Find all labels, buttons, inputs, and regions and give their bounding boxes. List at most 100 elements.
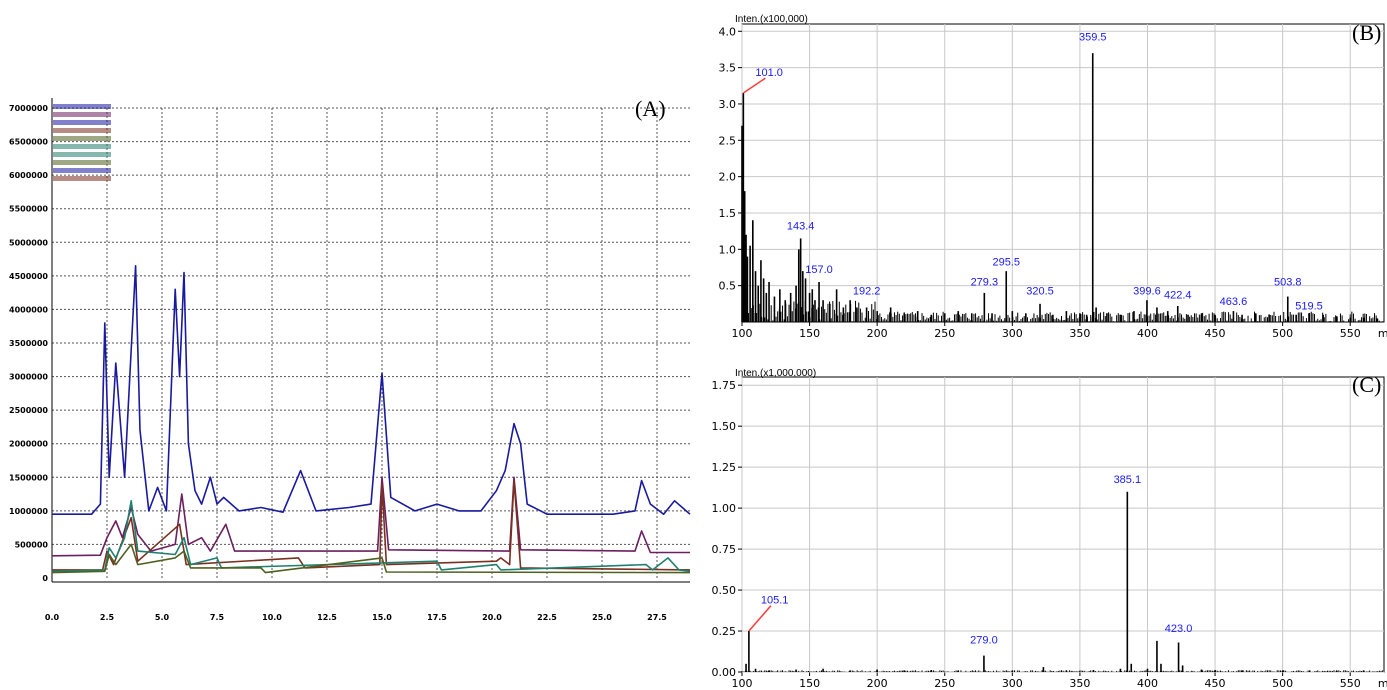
chromatogram-grid xyxy=(51,98,690,583)
x-tick-label: 250 xyxy=(934,327,955,340)
peak-label: 423.0 xyxy=(1165,623,1193,635)
peak-label: 143.4 xyxy=(787,220,815,232)
spectrum-c-peak-labels: 105.1 279.0 385.1 423.0 xyxy=(748,474,1193,646)
y-tick-label: 1000000 xyxy=(9,507,48,516)
x-tick-label: 10.0 xyxy=(262,613,282,622)
peak-label: 320.5 xyxy=(1026,286,1054,298)
x-tick-label: 25.0 xyxy=(592,613,612,622)
y-tick-label: 2.0 xyxy=(719,171,737,184)
spectrum-b-ylabel: Inten.(x100,000) xyxy=(735,14,808,25)
x-axis-label: m/z xyxy=(1378,327,1387,340)
x-tick-label: 0.0 xyxy=(45,613,60,622)
peak-label: 463.6 xyxy=(1220,296,1248,308)
mass-spectrum-b-panel: 100 150 200 250 300 350 400 450 500 550 m/z 0.5 1.0 1… xyxy=(719,14,1387,340)
y-tick-label: 3500000 xyxy=(9,339,48,348)
chromatogram-trace xyxy=(51,543,691,574)
spectrum-b-ticks: 100 150 200 250 300 350 400 450 500 550 m/z 0.5 1.0 1… xyxy=(719,25,1387,340)
legend-entry xyxy=(53,104,111,109)
spectrum-c-bars xyxy=(741,491,1384,672)
x-tick-label: 150 xyxy=(799,327,820,340)
x-tick-label: 100 xyxy=(732,677,753,690)
panel-label-b: (B) xyxy=(1352,20,1381,45)
x-tick-label: 250 xyxy=(934,677,955,690)
y-tick-label: 1500000 xyxy=(9,473,48,482)
x-tick-label: 350 xyxy=(1069,327,1090,340)
y-tick-label: 0.50 xyxy=(712,584,737,597)
peak-label: 359.5 xyxy=(1079,31,1107,43)
peak-label: 157.0 xyxy=(805,264,833,276)
peak-label: 399.6 xyxy=(1133,286,1161,298)
plot-frame xyxy=(741,376,1385,673)
peak-label: 503.8 xyxy=(1274,276,1302,288)
x-tick-label: 450 xyxy=(1205,327,1226,340)
x-tick-label: 350 xyxy=(1069,677,1090,690)
x-tick-label: 300 xyxy=(1002,677,1023,690)
y-tick-label: 0.5 xyxy=(719,280,737,293)
y-tick-label: 1.0 xyxy=(719,243,737,256)
x-tick-label: 400 xyxy=(1137,327,1158,340)
y-tick-label: 5500000 xyxy=(9,205,48,214)
x-tick-label: 7.5 xyxy=(210,613,225,622)
chromatogram-series xyxy=(51,265,691,574)
peak-label: 101.0 xyxy=(755,67,783,79)
peak-label: 192.2 xyxy=(853,286,881,298)
x-tick-label: 22.5 xyxy=(537,613,557,622)
spectrum-b-peak-labels: 101.0 143.4 157.0 192.2 279.3 295.5 320.5 359.5… xyxy=(742,31,1323,312)
x-tick-label: 27.5 xyxy=(647,613,667,622)
chromatogram-trace xyxy=(51,476,690,557)
chromatogram-panel: 0 500000 1000000 1500000 2000000 2500000 30000… xyxy=(9,96,691,622)
y-tick-label: 5000000 xyxy=(9,238,48,247)
y-tick-label: 4500000 xyxy=(9,272,48,281)
peak-label: 422.4 xyxy=(1164,289,1192,301)
spectrum-c-ticks: 100 150 200 250 300 350 400 450 500 550 m/z 0.00 0.2… xyxy=(712,379,1387,690)
y-tick-label: 3.5 xyxy=(719,62,737,75)
peak-label: 295.5 xyxy=(992,257,1020,269)
x-tick-label: 20.0 xyxy=(482,613,502,622)
y-tick-label: 1.25 xyxy=(712,461,737,474)
x-tick-label: 17.5 xyxy=(427,613,447,622)
y-tick-label: 1.75 xyxy=(712,379,737,392)
x-tick-label: 300 xyxy=(1002,327,1023,340)
x-tick-label: 5.0 xyxy=(155,613,170,622)
peak-label: 519.5 xyxy=(1295,300,1323,312)
y-tick-label: 2000000 xyxy=(9,440,48,449)
y-tick-label: 1.5 xyxy=(719,207,737,220)
chromatogram-legend xyxy=(53,104,111,181)
y-tick-label: 0.75 xyxy=(712,543,737,556)
x-axis-label: m/z xyxy=(1378,677,1387,690)
mass-spectrum-c-panel: 100 150 200 250 300 350 400 450 500 550 m/z 0.00 0.2… xyxy=(712,368,1387,690)
legend-entry xyxy=(53,176,111,181)
legend-entry xyxy=(53,152,111,157)
peak-label: 105.1 xyxy=(761,595,789,607)
y-tick-label: 3.0 xyxy=(719,98,737,111)
y-tick-label: 1.00 xyxy=(712,502,737,515)
legend-entry xyxy=(53,168,111,173)
peak-label: 279.0 xyxy=(970,634,998,646)
x-tick-label: 15.0 xyxy=(372,613,392,622)
chromatogram-y-ticks: 0 500000 1000000 1500000 2000000 2500000 30000… xyxy=(9,104,48,583)
legend-entry xyxy=(53,112,111,117)
panel-label-a: (A) xyxy=(635,96,666,121)
y-tick-label: 2.5 xyxy=(719,134,737,147)
spectrum-c-ylabel: Inten.(x1,000,000) xyxy=(735,368,816,379)
peak-label: 385.1 xyxy=(1114,474,1142,486)
x-tick-label: 500 xyxy=(1272,677,1293,690)
peak-pointer xyxy=(742,77,766,94)
y-tick-label: 0 xyxy=(42,574,48,583)
chromatogram-trace xyxy=(52,265,691,515)
legend-entry xyxy=(53,128,111,133)
y-tick-label: 4.0 xyxy=(719,25,737,38)
x-tick-label: 200 xyxy=(867,327,888,340)
panel-label-c: (C) xyxy=(1352,372,1381,397)
spectrum-c-grid xyxy=(738,376,1385,676)
x-tick-label: 500 xyxy=(1272,327,1293,340)
spectrum-b-bars xyxy=(741,53,1384,322)
legend-entry xyxy=(53,160,111,165)
y-tick-label: 2500000 xyxy=(9,406,48,415)
y-tick-label: 6000000 xyxy=(9,171,48,180)
x-tick-label: 550 xyxy=(1340,677,1361,690)
legend-entry xyxy=(53,144,111,149)
x-tick-label: 550 xyxy=(1340,327,1361,340)
legend-entry xyxy=(53,120,111,125)
